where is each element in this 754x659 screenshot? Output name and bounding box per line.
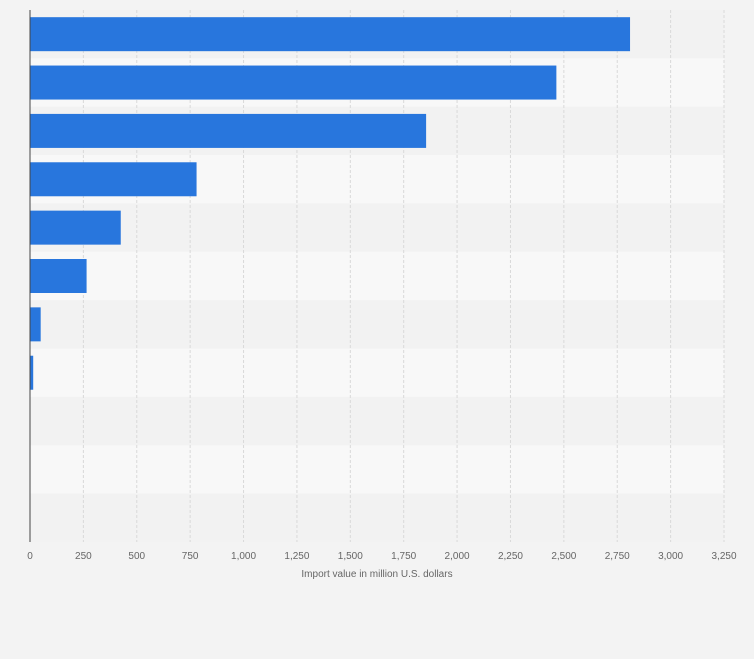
bar	[30, 162, 197, 197]
row-band	[30, 493, 724, 542]
x-tick-label: 1,250	[284, 551, 309, 562]
x-tick-label: 3,250	[711, 551, 736, 562]
row-band	[30, 203, 724, 252]
x-tick-label: 1,500	[338, 551, 363, 562]
x-tick-label: 500	[128, 551, 145, 562]
x-tick-label: 2,750	[605, 551, 630, 562]
x-tick-label: 2,000	[445, 551, 470, 562]
bar	[30, 355, 34, 390]
x-tick-label: 1,000	[231, 551, 256, 562]
row-band	[30, 445, 724, 494]
row-band	[30, 348, 724, 397]
x-tick-label: 250	[75, 551, 92, 562]
row-band	[30, 300, 724, 349]
row-band	[30, 251, 724, 301]
x-tick-label: 2,250	[498, 551, 523, 562]
bars	[30, 17, 631, 390]
bar	[30, 307, 41, 342]
x-tick-label: 0	[27, 551, 33, 562]
bar	[30, 65, 557, 100]
row-bands	[30, 10, 724, 542]
x-tick-label: 1,750	[391, 551, 416, 562]
bar	[30, 210, 121, 245]
x-tick-label: 3,000	[658, 551, 683, 562]
row-band	[30, 396, 724, 446]
x-axis-title: Import value in million U.S. dollars	[301, 569, 452, 580]
bar	[30, 17, 631, 52]
bar	[30, 259, 87, 293]
x-tick-label: 2,500	[551, 551, 576, 562]
bar	[30, 113, 427, 148]
x-axis-tick-labels: 0 250 500 750 1,000 1,250 1,500 1,750 2,000 2,250…	[27, 551, 737, 562]
x-tick-label: 750	[182, 551, 199, 562]
